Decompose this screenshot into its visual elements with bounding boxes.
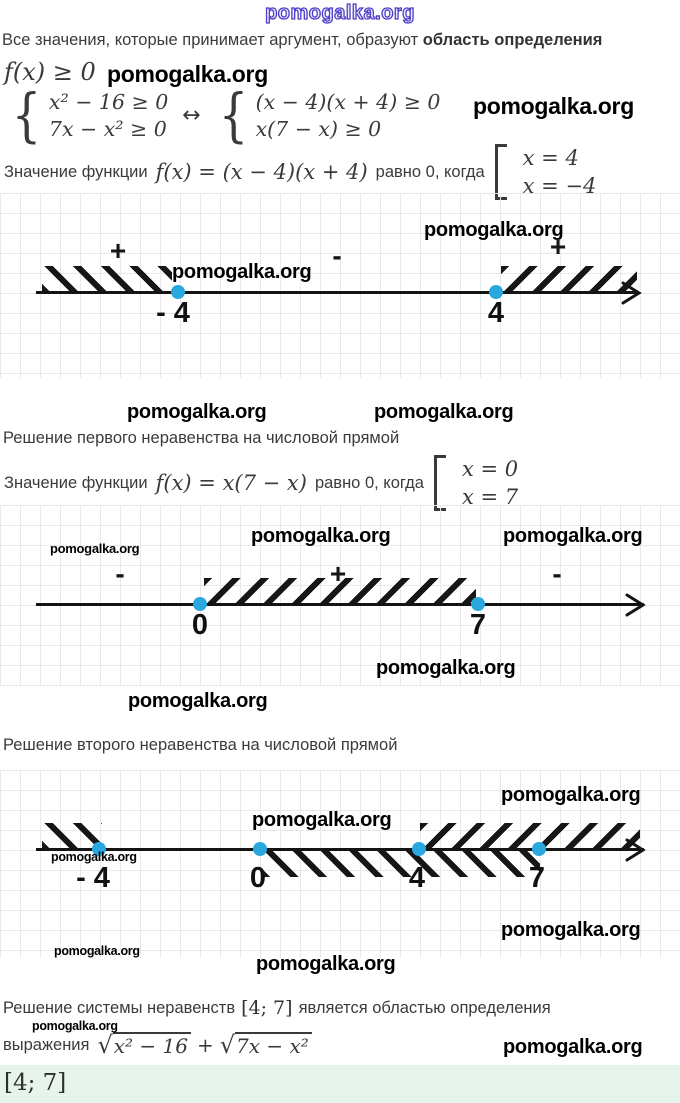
watermark: pomogalka.org bbox=[503, 525, 643, 547]
intro-bold-term: область определения bbox=[422, 31, 603, 49]
point-label: 0 bbox=[249, 862, 267, 894]
hatch-region bbox=[262, 851, 540, 877]
zeros-statement-2: Значение функции f(x) = x(7 − x) равно 0… bbox=[4, 455, 518, 511]
number-line-1: + - + - 4 4 bbox=[0, 193, 680, 378]
number-line-2: - + - 0 7 bbox=[0, 505, 680, 686]
conclusion-part2: является областью определения bbox=[298, 998, 551, 1017]
section-title-second: Решение второго неравенства на числовой … bbox=[3, 736, 398, 754]
point-label: 4 bbox=[487, 297, 505, 329]
arrowhead-icon bbox=[621, 281, 642, 305]
conclusion-interval: [4; 7] bbox=[241, 997, 293, 1019]
cases-group-2: x = 0 x = 7 bbox=[433, 455, 519, 511]
point-dot bbox=[253, 842, 267, 856]
point-dot bbox=[412, 842, 426, 856]
statement-function: f(x) = x(7 − x) bbox=[155, 471, 307, 495]
radical-expression-2: √7x − x² bbox=[220, 1031, 312, 1059]
number-line-3: - 4 0 4 7 bbox=[0, 770, 680, 958]
sign-label: - bbox=[332, 240, 342, 271]
conclusion-line-1: Решение системы неравенств [4; 7] являет… bbox=[3, 997, 551, 1019]
zeros-statement-1: Значение функции f(x) = (x − 4)(x + 4) р… bbox=[4, 144, 596, 200]
intro-paragraph: Все значения, которые принимает аргумент… bbox=[2, 31, 602, 50]
axis-line bbox=[36, 603, 644, 606]
statement-prefix: Значение функции bbox=[4, 473, 148, 492]
watermark: pomogalka.org bbox=[501, 784, 641, 806]
point-label: 0 bbox=[191, 609, 209, 641]
watermark: pomogalka.org bbox=[473, 93, 634, 119]
watermark: pomogalka.org bbox=[251, 525, 391, 547]
arrowhead-icon bbox=[625, 593, 646, 617]
statement-suffix: равно 0, когда bbox=[375, 162, 485, 181]
watermark: pomogalka.org bbox=[127, 401, 267, 423]
cases-bracket-icon bbox=[433, 455, 446, 511]
point-dot bbox=[471, 597, 485, 611]
hatch-region bbox=[42, 266, 172, 292]
system-right-row2: x(7 − x) ≥ 0 bbox=[255, 116, 382, 141]
point-dot bbox=[193, 597, 207, 611]
iff-arrow: ↔ bbox=[182, 102, 201, 128]
intro-text: Все значения, которые принимает аргумент… bbox=[2, 31, 423, 49]
hatch-region bbox=[204, 578, 476, 604]
sign-label: + bbox=[329, 558, 347, 589]
watermark: pomogalka.org bbox=[128, 690, 268, 712]
case-row: x = 0 bbox=[461, 457, 519, 481]
section-title-first: Решение первого неравенства на числовой … bbox=[3, 429, 400, 447]
watermark: pomogalka.org bbox=[54, 944, 140, 958]
watermark: pomogalka.org bbox=[503, 1036, 643, 1058]
system-left-row2: 7x − x² ≥ 0 bbox=[48, 116, 167, 141]
inequality-system: { x² − 16 ≥ 0 7x − x² ≥ 0 ↔ { (x − 4)(x … bbox=[8, 81, 441, 149]
case-row: x = 4 bbox=[522, 146, 579, 170]
point-label: 7 bbox=[528, 862, 546, 894]
sign-label: - bbox=[115, 558, 125, 589]
point-label: - 4 bbox=[76, 862, 110, 894]
conclusion-part3: выражения bbox=[3, 1035, 90, 1054]
watermark: pomogalka.org bbox=[376, 657, 516, 679]
conclusion-part1: Решение системы неравенств bbox=[3, 998, 236, 1017]
watermark: pomogalka.org bbox=[374, 401, 514, 423]
site-watermark-top: pomogalka.org bbox=[264, 1, 415, 24]
point-label: - 4 bbox=[156, 297, 190, 329]
left-brace: { bbox=[11, 81, 42, 149]
axis-line bbox=[36, 291, 638, 294]
watermark: pomogalka.org bbox=[172, 261, 312, 283]
sign-label: + bbox=[549, 231, 567, 262]
radical-expression-1: √x² − 16 bbox=[97, 1031, 191, 1059]
watermark: pomogalka.org bbox=[107, 61, 268, 87]
system-right-row1: (x − 4)(x + 4) ≥ 0 bbox=[255, 89, 441, 114]
statement-suffix: равно 0, когда bbox=[314, 473, 424, 492]
condition-formula: f(x) ≥ 0 bbox=[4, 58, 96, 86]
statement-prefix: Значение функции bbox=[4, 162, 148, 181]
watermark: pomogalka.org bbox=[424, 219, 564, 241]
cases-bracket-icon bbox=[494, 144, 507, 200]
sign-label: - bbox=[552, 558, 562, 589]
watermark: pomogalka.org bbox=[51, 850, 137, 864]
point-dot bbox=[532, 842, 546, 856]
point-dot bbox=[489, 285, 503, 299]
arrowhead-icon bbox=[625, 838, 646, 862]
hatch-region bbox=[420, 823, 640, 849]
answer-interval: [4; 7] bbox=[4, 1070, 67, 1096]
watermark: pomogalka.org bbox=[501, 919, 641, 941]
axis-line bbox=[36, 848, 644, 851]
statement-function: f(x) = (x − 4)(x + 4) bbox=[155, 160, 368, 184]
point-dot bbox=[171, 285, 185, 299]
conclusion-line-2: выражения √x² − 16 + √7x − x² bbox=[3, 1031, 312, 1059]
plus-operator: + bbox=[196, 1033, 214, 1057]
watermark: pomogalka.org bbox=[252, 809, 392, 831]
right-brace: { bbox=[218, 81, 248, 149]
point-label: 7 bbox=[469, 609, 487, 641]
sign-label: + bbox=[109, 235, 127, 266]
system-left-row1: x² − 16 ≥ 0 bbox=[48, 89, 169, 114]
cases-group-1: x = 4 x = −4 bbox=[494, 144, 596, 200]
point-label: 4 bbox=[408, 862, 426, 894]
watermark: pomogalka.org bbox=[32, 1019, 118, 1033]
point-dot bbox=[92, 842, 106, 856]
hatch-region bbox=[501, 266, 637, 292]
watermark: pomogalka.org bbox=[256, 953, 396, 975]
answer-highlight: [4; 7] bbox=[0, 1065, 680, 1103]
watermark: pomogalka.org bbox=[50, 541, 140, 556]
